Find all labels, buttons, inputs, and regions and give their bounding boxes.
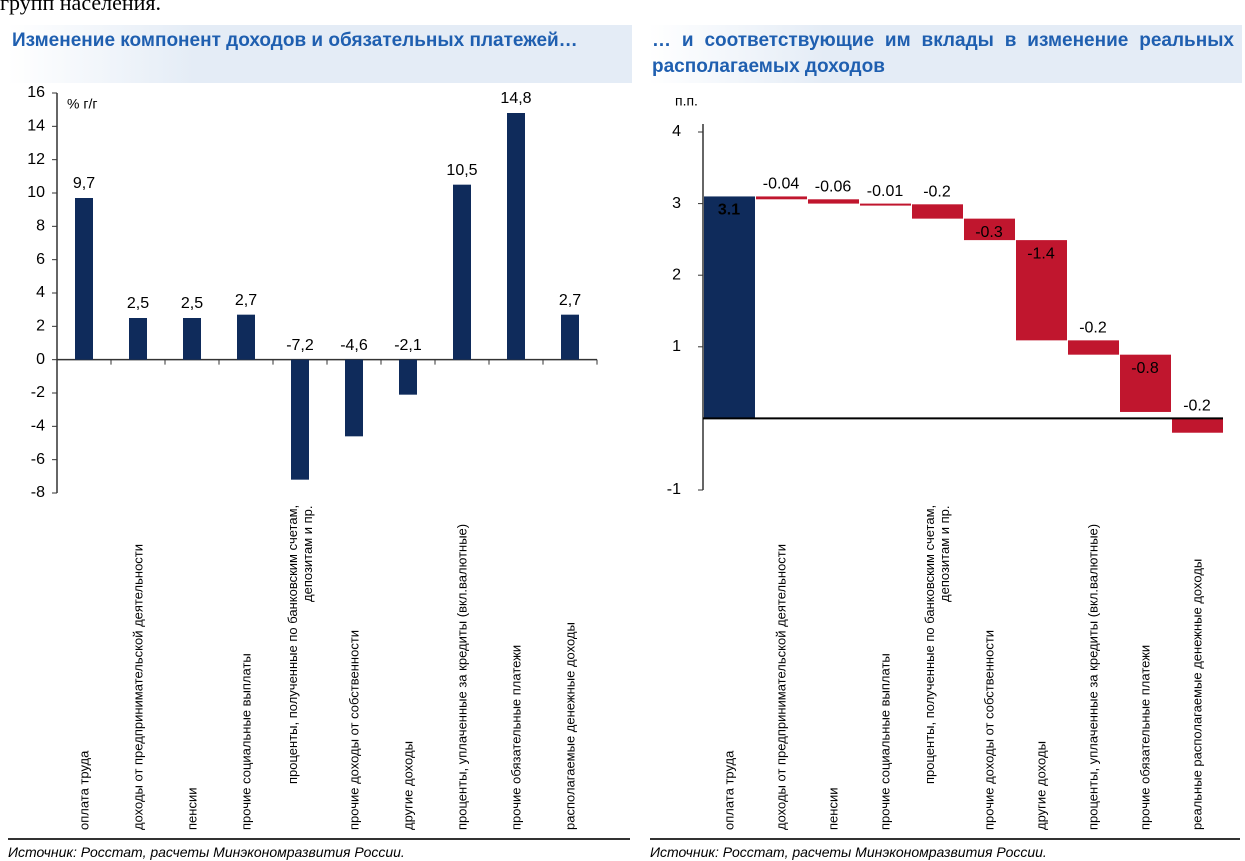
x-tick-label: прочие социальные выплаты <box>238 653 254 830</box>
y-tick-label: -4 <box>31 418 45 435</box>
chart: % г/г -8 -6 -4 -2 0 2 4 6 8 10 12 14 16 9,7 2,5 2,5 2,7 -7… <box>27 84 598 501</box>
x-tick-label: проценты, полученные по банковским счета… <box>285 505 315 785</box>
bar <box>912 204 963 219</box>
x-tick-label: проценты, полученные по банковским счета… <box>922 505 952 785</box>
data-label: -0.2 <box>1183 398 1211 415</box>
y-tick-label: 2 <box>36 318 45 335</box>
x-tick-label: располагаемые денежные доходы <box>562 622 578 830</box>
bar <box>129 318 147 360</box>
data-label: -1.4 <box>1027 245 1055 262</box>
unit-label: % г/г <box>67 96 97 112</box>
y-tick-label: -1 <box>667 481 681 498</box>
data-label: -0.04 <box>763 176 800 193</box>
x-tick-label: оплата труда <box>76 750 92 830</box>
bar <box>453 184 471 360</box>
y-tick-label: 1 <box>672 338 681 355</box>
data-label: 2,5 <box>127 295 149 312</box>
x-tick-label: прочие социальные выплаты <box>877 653 893 830</box>
data-label: -2,1 <box>394 337 422 354</box>
bar <box>291 359 309 480</box>
y-tick-label: 4 <box>672 123 681 140</box>
x-tick-label: реальные располагаемые денежные доходы <box>1189 558 1205 830</box>
x-tick-label: прочие обязательные платежи <box>508 644 524 830</box>
x-tick-label: другие доходы <box>1033 741 1049 830</box>
data-label: -0.2 <box>1079 320 1107 337</box>
x-tick-label: проценты, уплаченные за кредиты (вкл.вал… <box>1085 523 1101 830</box>
x-tick-label: доходы от предпринимательской деятельнос… <box>130 543 146 830</box>
x-tick-label: другие доходы <box>400 741 416 830</box>
bar <box>1068 340 1119 355</box>
y-tick-label: 10 <box>27 184 45 201</box>
header-text: групп населения. <box>0 0 162 15</box>
data-label: -7,2 <box>286 337 314 354</box>
y-tick-label: 2 <box>672 266 681 283</box>
y-tick-label: 6 <box>36 251 45 268</box>
bar <box>964 218 1015 241</box>
x-tick-label: проценты, уплаченные за кредиты (вкл.вал… <box>454 523 470 830</box>
bar <box>1172 418 1223 433</box>
x-tick-label: прочие доходы от собственности <box>981 629 997 830</box>
bar <box>75 198 93 360</box>
bar <box>399 359 417 395</box>
y-tick-label: 4 <box>36 284 45 301</box>
source: Источник: Росстат, расчеты Минэкономразв… <box>8 838 630 860</box>
data-label: -0.2 <box>923 184 951 201</box>
y-tick-label: 14 <box>27 118 45 135</box>
data-label: -0.3 <box>975 224 1003 241</box>
x-tick-label: пенсии <box>184 787 200 830</box>
bar <box>345 359 363 437</box>
data-label: 10,5 <box>446 162 477 179</box>
source: Источник: Росстат, расчеты Минэкономразв… <box>650 838 1240 860</box>
bar <box>756 196 807 200</box>
data-label: 2,7 <box>235 292 257 309</box>
bar <box>1120 354 1171 412</box>
y-tick-label: 8 <box>36 218 45 235</box>
unit-label: п.п. <box>675 93 698 109</box>
data-label: 2,7 <box>559 292 581 309</box>
bar <box>507 113 525 360</box>
x-tick-label: прочие обязательные платежи <box>1137 644 1153 830</box>
data-label: -0.01 <box>867 183 904 200</box>
x-tick-label: пенсии <box>825 787 841 830</box>
data-label: 2,5 <box>181 295 203 312</box>
chart: п.п. -1 1 2 3 4 3.1 -0.04 -0.06 -0.01 -0.2 -0.3 -1.4… <box>667 93 1223 498</box>
bar <box>183 318 201 360</box>
x-tick-label: прочие доходы от собственности <box>346 629 362 830</box>
bar <box>237 314 255 360</box>
y-tick-label: -8 <box>31 484 45 501</box>
data-label: -0.06 <box>815 179 852 196</box>
data-label: -4,6 <box>340 337 368 354</box>
chart-title: Изменение компонент доходов и обязательн… <box>8 25 632 83</box>
x-tick-label: доходы от предпринимательской деятельнос… <box>773 543 789 830</box>
bar <box>704 196 755 419</box>
bar <box>1016 240 1067 341</box>
y-tick-label: -2 <box>31 384 45 401</box>
y-tick-label: 0 <box>36 351 45 368</box>
y-tick-label: 3 <box>672 195 681 212</box>
x-tick-label: оплата труда <box>721 750 737 830</box>
chart-title: … и соответствующие им вклады в изменени… <box>648 25 1242 83</box>
data-label: -0.8 <box>1131 360 1159 377</box>
data-label: 14,8 <box>500 90 531 107</box>
y-tick-label: 12 <box>27 151 45 168</box>
y-tick-label: -6 <box>31 451 45 468</box>
bar <box>860 203 911 206</box>
bar <box>561 314 579 360</box>
y-tick-label: 16 <box>27 84 45 101</box>
bar <box>808 199 859 204</box>
data-label: 3.1 <box>718 202 740 219</box>
data-label: 9,7 <box>73 175 95 192</box>
